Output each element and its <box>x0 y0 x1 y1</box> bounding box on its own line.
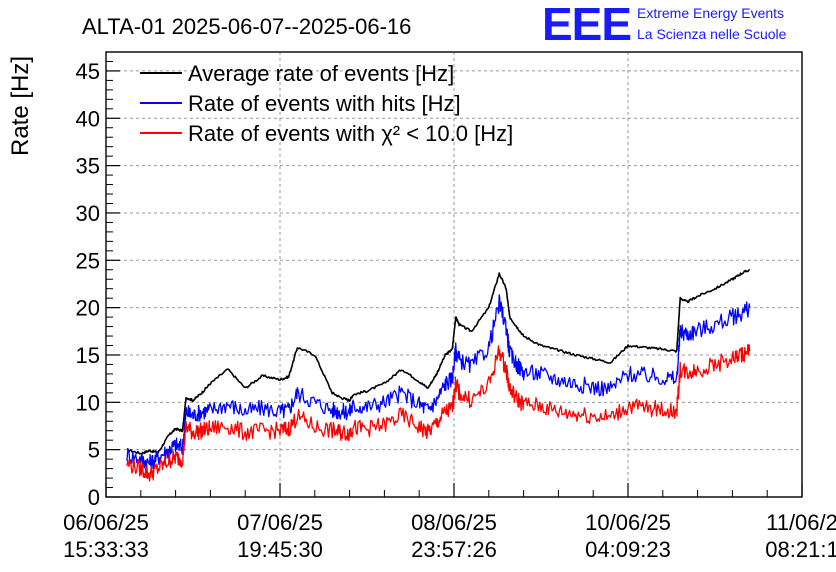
y-tick-label: 10 <box>76 390 100 415</box>
y-tick-label: 40 <box>76 106 100 131</box>
y-tick-label: 45 <box>76 59 100 84</box>
logo-line-1: Extreme Energy Events <box>637 5 784 21</box>
series-group <box>126 269 751 482</box>
y-tick-label: 25 <box>76 248 100 273</box>
x-tick-time: 08:21:1 <box>765 537 836 562</box>
y-tick-label: 20 <box>76 296 100 321</box>
series-line-1 <box>126 269 750 455</box>
x-tick-date: 06/06/25 <box>63 510 149 535</box>
eee-logo: EEE Extreme Energy Events La Scienza nel… <box>542 0 787 50</box>
legend: Average rate of events [Hz] Rate of event… <box>140 61 513 146</box>
chart-title: ALTA-01 2025-06-07--2025-06-16 <box>82 14 411 39</box>
legend-entry: Average rate of events [Hz] <box>188 61 454 86</box>
logo-mark: EEE <box>542 0 631 50</box>
y-tick-label: 30 <box>76 201 100 226</box>
series-line-2 <box>126 294 751 471</box>
x-tick-date: 11/06/2 <box>766 510 836 535</box>
y-tick-label: 15 <box>76 343 100 368</box>
x-tick-time: 19:45:30 <box>237 537 323 562</box>
x-tick-date: 08/06/25 <box>411 510 497 535</box>
series-line-3 <box>126 343 751 482</box>
y-axis-label: Rate [Hz] <box>7 56 34 156</box>
y-axis: 0 5 10 15 20 25 30 35 40 45 <box>76 59 120 510</box>
y-tick-label: 0 <box>88 485 100 510</box>
x-tick-date: 10/06/25 <box>585 510 671 535</box>
y-tick-label: 35 <box>76 154 100 179</box>
x-tick-time: 23:57:26 <box>411 537 497 562</box>
x-tick-date: 07/06/25 <box>237 510 323 535</box>
x-tick-time: 15:33:33 <box>63 537 149 562</box>
x-tick-time: 04:09:23 <box>585 537 671 562</box>
logo-line-2: La Scienza nelle Scuole <box>637 26 787 42</box>
y-tick-label: 5 <box>88 438 100 463</box>
legend-entry: Rate of events with χ² < 10.0 [Hz] <box>188 121 513 146</box>
legend-entry: Rate of events with hits [Hz] <box>188 91 461 116</box>
